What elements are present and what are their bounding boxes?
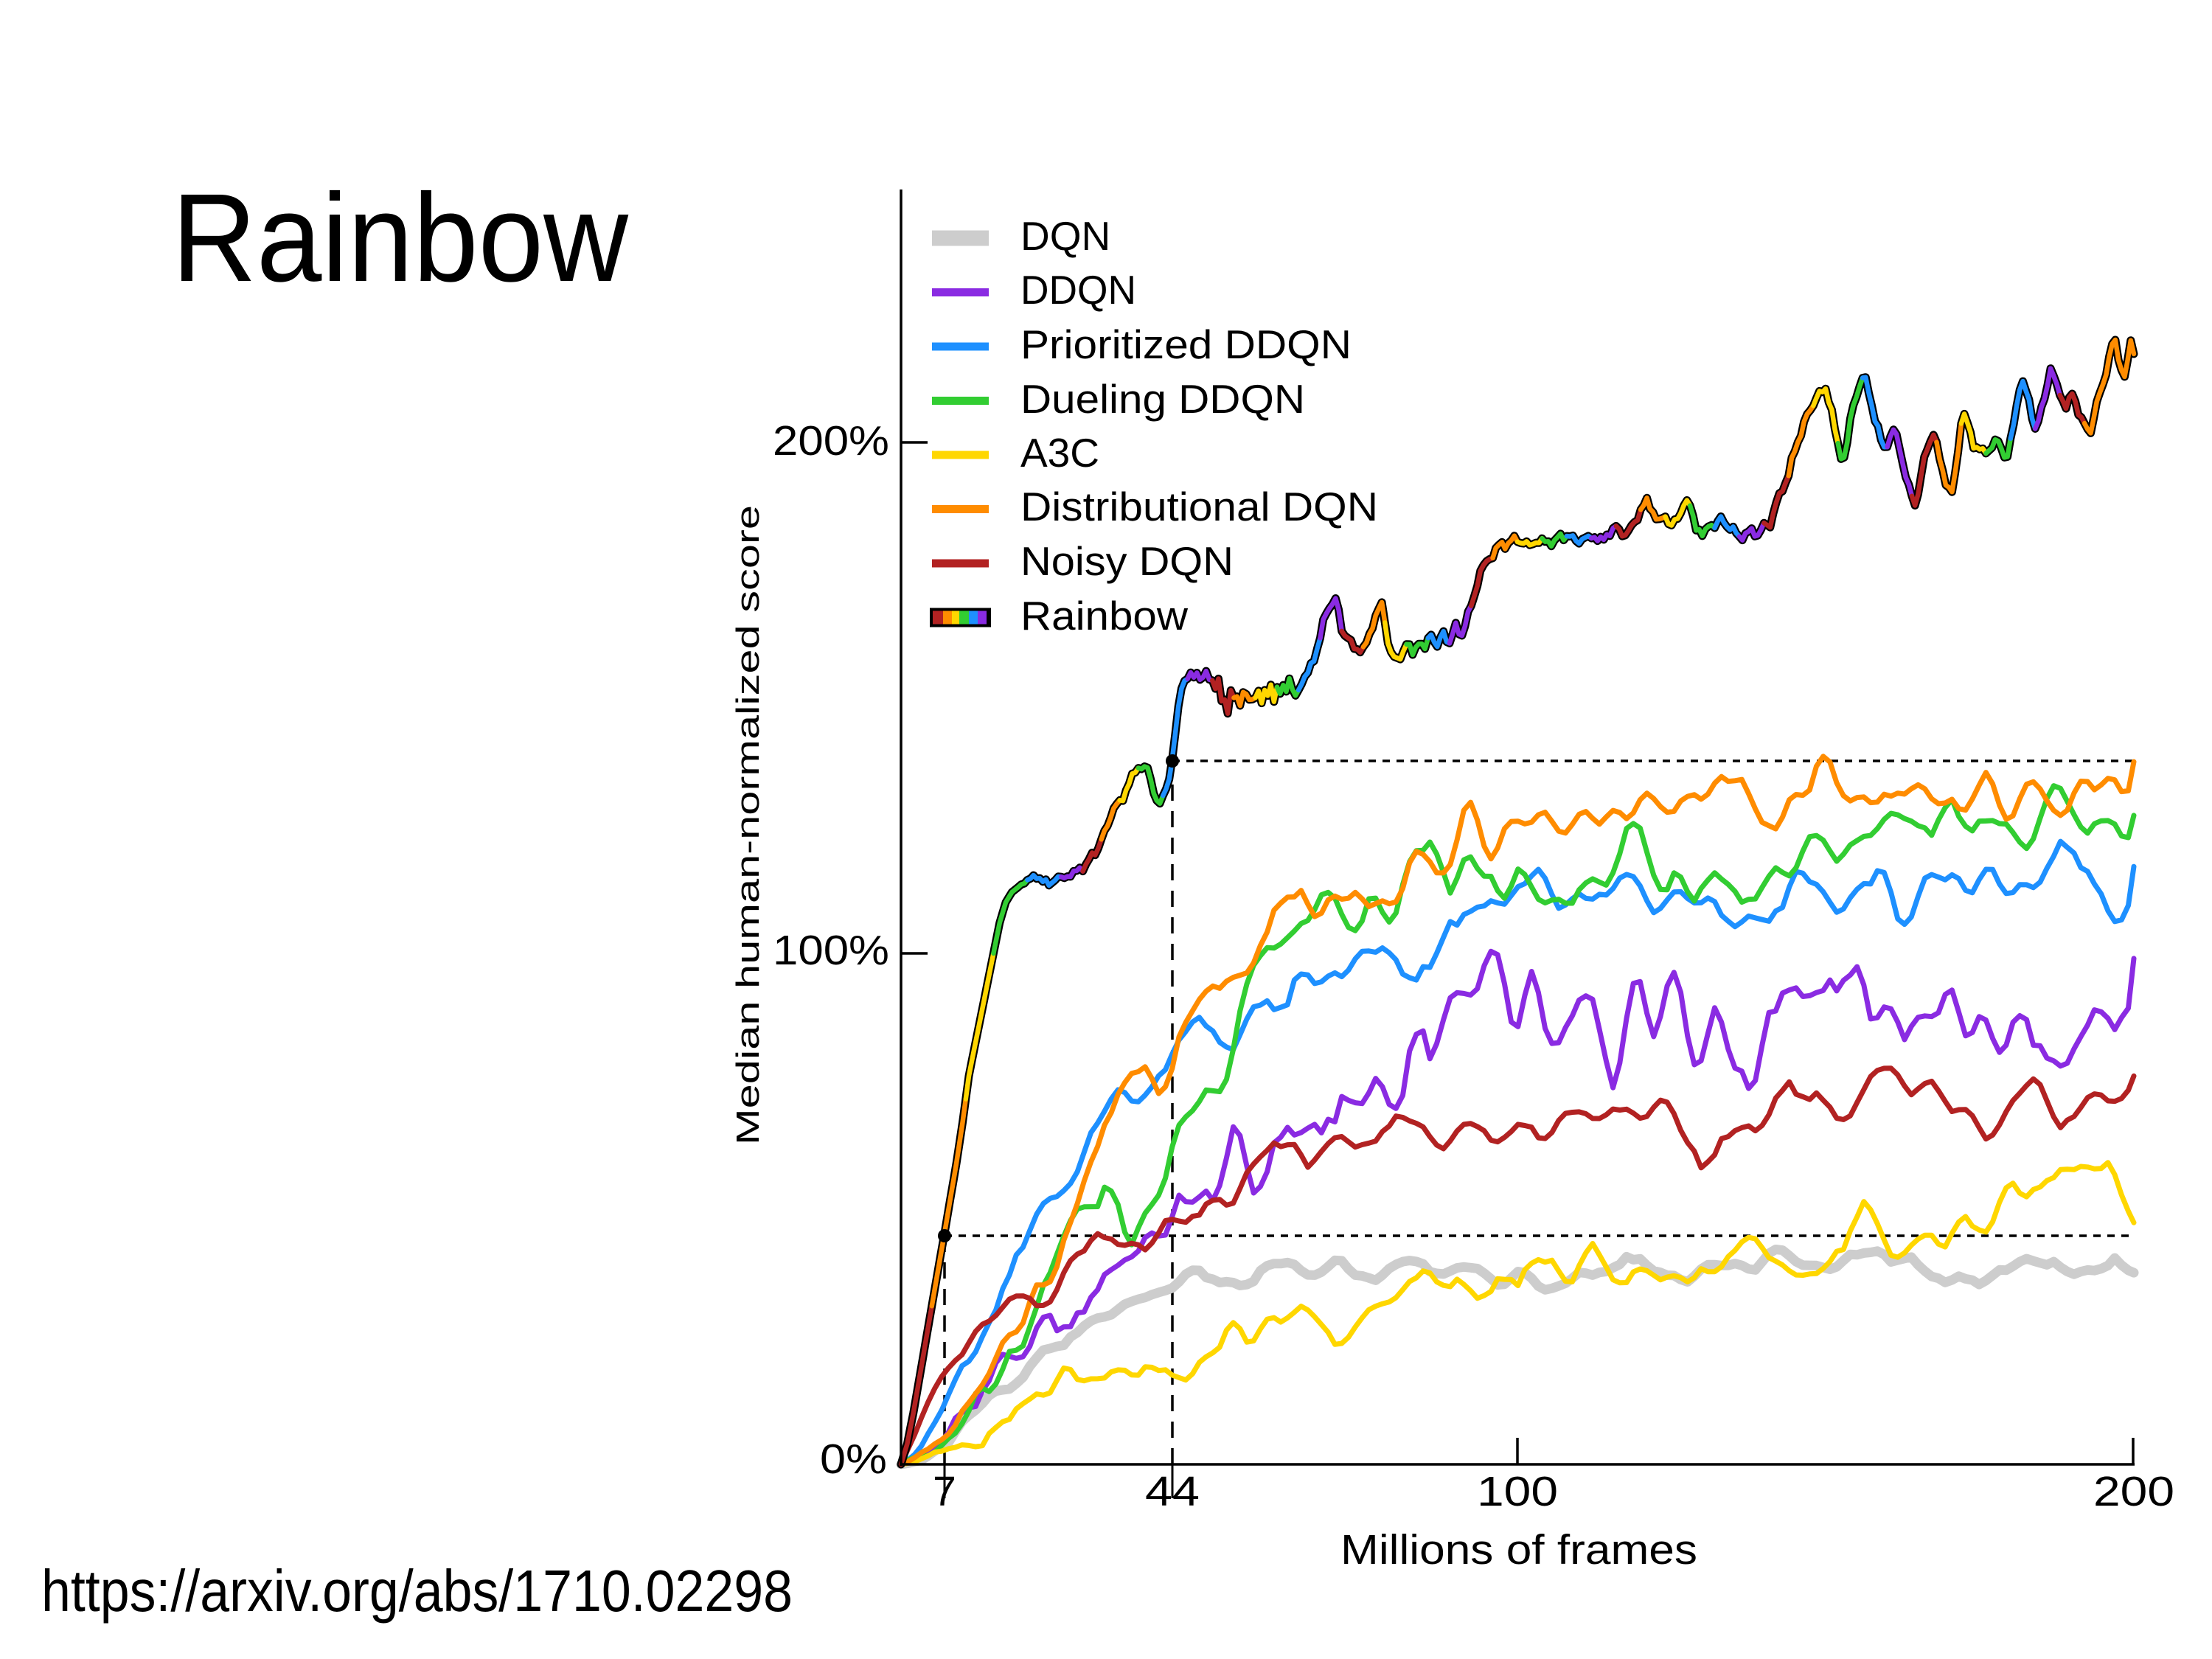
svg-text:Millions of frames: Millions of frames: [1340, 1526, 1697, 1573]
svg-text:Rainbow: Rainbow: [1020, 593, 1188, 639]
svg-text:Noisy DQN: Noisy DQN: [1020, 538, 1234, 584]
svg-text:Dueling DDQN: Dueling DDQN: [1020, 376, 1305, 422]
svg-text:https://arxiv.org/abs/1710.022: https://arxiv.org/abs/1710.02298: [41, 1558, 793, 1624]
svg-text:Prioritized DDQN: Prioritized DDQN: [1020, 321, 1352, 367]
svg-text:Median human-normalized score: Median human-normalized score: [730, 505, 766, 1145]
svg-text:0%: 0%: [820, 1436, 887, 1483]
svg-text:100%: 100%: [773, 927, 889, 974]
svg-text:DQN: DQN: [1020, 213, 1110, 259]
svg-text:200%: 200%: [773, 417, 889, 465]
svg-text:A3C: A3C: [1020, 430, 1099, 476]
svg-text:Rainbow: Rainbow: [172, 168, 629, 308]
svg-text:44: 44: [1145, 1468, 1200, 1515]
svg-text:Distributional DQN: Distributional DQN: [1020, 484, 1378, 529]
svg-text:7: 7: [933, 1468, 956, 1515]
svg-text:100: 100: [1477, 1468, 1558, 1515]
svg-text:DDQN: DDQN: [1020, 267, 1136, 313]
svg-text:200: 200: [2093, 1468, 2174, 1515]
